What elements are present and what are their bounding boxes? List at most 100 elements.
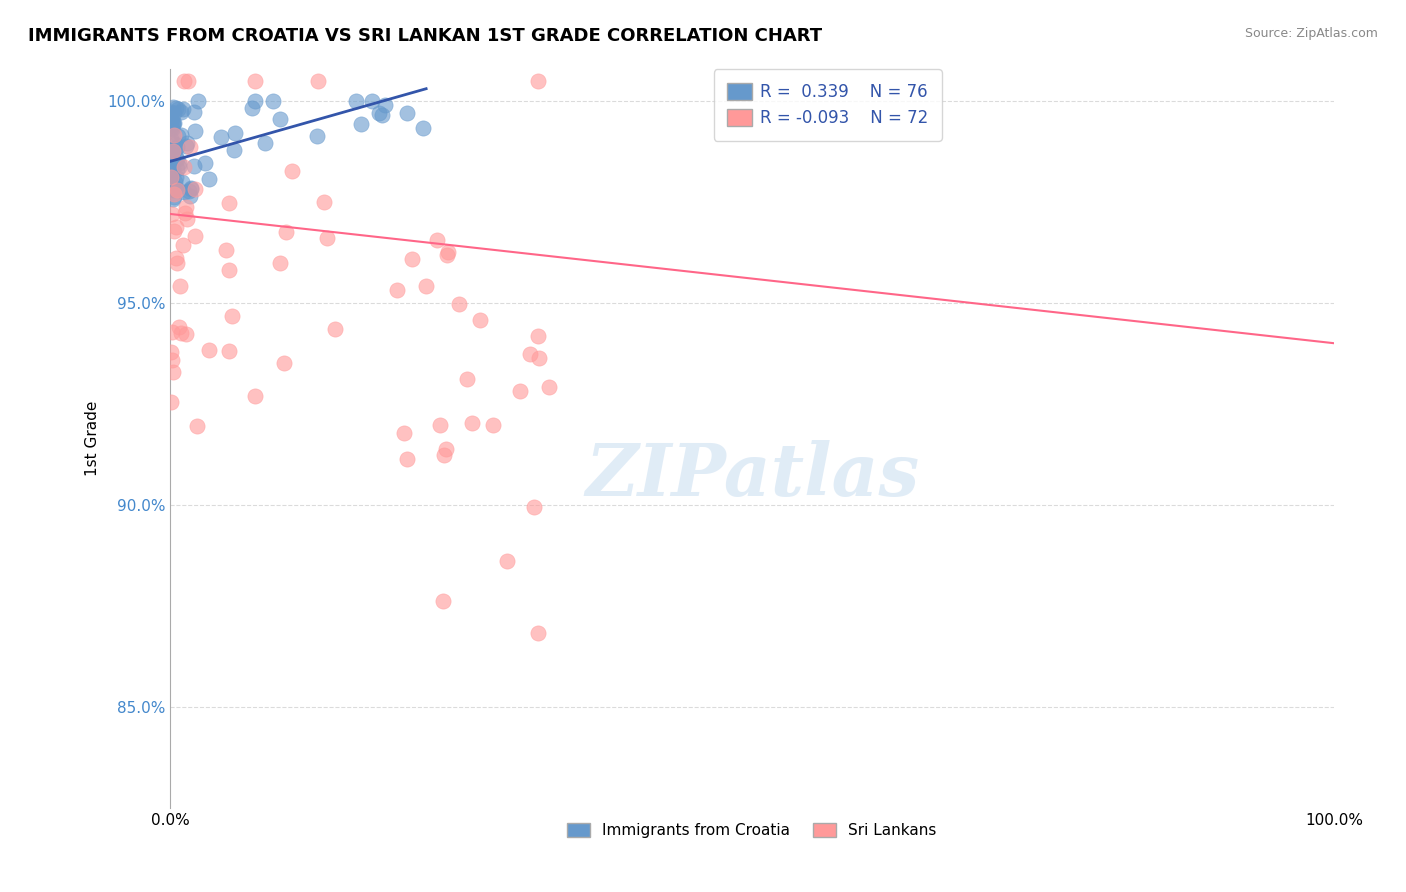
Point bbox=[172, 237, 194, 252]
Point bbox=[385, 283, 408, 297]
Legend: Immigrants from Croatia, Sri Lankans: Immigrants from Croatia, Sri Lankans bbox=[561, 817, 943, 845]
Point bbox=[160, 112, 183, 127]
Point bbox=[160, 151, 183, 165]
Point bbox=[163, 190, 186, 204]
Point bbox=[179, 188, 201, 202]
Point bbox=[523, 500, 546, 514]
Point bbox=[162, 144, 184, 158]
Point bbox=[187, 94, 209, 108]
Point bbox=[527, 328, 550, 343]
Point bbox=[276, 226, 298, 240]
Point bbox=[165, 170, 187, 185]
Point bbox=[160, 162, 183, 177]
Point bbox=[163, 105, 186, 120]
Point bbox=[176, 136, 198, 150]
Point bbox=[173, 73, 195, 87]
Point bbox=[537, 379, 560, 393]
Point bbox=[425, 233, 447, 247]
Point bbox=[215, 243, 238, 257]
Point bbox=[159, 104, 181, 119]
Point bbox=[169, 105, 191, 120]
Point bbox=[177, 185, 200, 199]
Point bbox=[160, 107, 183, 121]
Point bbox=[436, 248, 458, 262]
Point bbox=[186, 419, 208, 434]
Point bbox=[218, 262, 240, 277]
Point bbox=[160, 182, 183, 196]
Point bbox=[166, 151, 188, 165]
Point bbox=[197, 172, 219, 186]
Point bbox=[316, 231, 339, 245]
Point bbox=[323, 322, 346, 336]
Point bbox=[243, 389, 266, 403]
Point bbox=[368, 106, 391, 120]
Point bbox=[221, 309, 243, 323]
Point bbox=[197, 343, 219, 358]
Point bbox=[166, 183, 188, 197]
Point bbox=[183, 159, 205, 173]
Point bbox=[183, 105, 205, 120]
Point bbox=[159, 169, 181, 184]
Point bbox=[160, 353, 183, 368]
Point bbox=[177, 73, 200, 87]
Point bbox=[243, 94, 266, 108]
Point bbox=[281, 164, 304, 178]
Point bbox=[169, 320, 191, 334]
Point bbox=[344, 94, 367, 108]
Point bbox=[170, 128, 193, 142]
Point bbox=[166, 161, 188, 176]
Point bbox=[173, 160, 195, 174]
Point bbox=[269, 255, 291, 269]
Point bbox=[165, 251, 187, 265]
Point bbox=[160, 345, 183, 359]
Point bbox=[163, 116, 186, 130]
Point bbox=[159, 169, 181, 184]
Text: Source: ZipAtlas.com: Source: ZipAtlas.com bbox=[1244, 27, 1378, 40]
Point bbox=[162, 145, 184, 159]
Point bbox=[165, 219, 187, 234]
Point bbox=[312, 195, 335, 210]
Y-axis label: 1st Grade: 1st Grade bbox=[86, 401, 100, 475]
Point bbox=[166, 256, 188, 270]
Point bbox=[165, 102, 187, 116]
Point bbox=[173, 185, 195, 199]
Point bbox=[401, 252, 423, 267]
Point bbox=[166, 152, 188, 166]
Point bbox=[162, 183, 184, 197]
Point bbox=[167, 160, 190, 174]
Point bbox=[415, 278, 437, 293]
Point bbox=[163, 175, 186, 189]
Point bbox=[166, 140, 188, 154]
Point bbox=[218, 343, 240, 358]
Point bbox=[396, 106, 419, 120]
Point bbox=[374, 98, 396, 112]
Point bbox=[433, 448, 456, 462]
Point bbox=[173, 206, 195, 220]
Point bbox=[254, 136, 277, 150]
Point bbox=[482, 417, 505, 432]
Point bbox=[174, 139, 197, 153]
Point bbox=[176, 212, 198, 227]
Point bbox=[209, 130, 232, 145]
Point bbox=[162, 117, 184, 131]
Point bbox=[240, 101, 263, 115]
Point bbox=[183, 123, 205, 137]
Point bbox=[163, 224, 186, 238]
Text: ZIPatlas: ZIPatlas bbox=[585, 440, 920, 510]
Point bbox=[172, 102, 194, 116]
Point bbox=[167, 128, 190, 143]
Point bbox=[165, 182, 187, 196]
Point bbox=[165, 142, 187, 156]
Point bbox=[166, 102, 188, 116]
Point bbox=[527, 351, 550, 365]
Point bbox=[527, 73, 550, 87]
Point bbox=[434, 442, 457, 456]
Point bbox=[160, 113, 183, 128]
Point bbox=[159, 161, 181, 176]
Point bbox=[527, 626, 550, 640]
Point bbox=[163, 128, 186, 142]
Point bbox=[245, 73, 267, 87]
Point bbox=[224, 143, 246, 157]
Point bbox=[159, 120, 181, 135]
Point bbox=[170, 326, 193, 340]
